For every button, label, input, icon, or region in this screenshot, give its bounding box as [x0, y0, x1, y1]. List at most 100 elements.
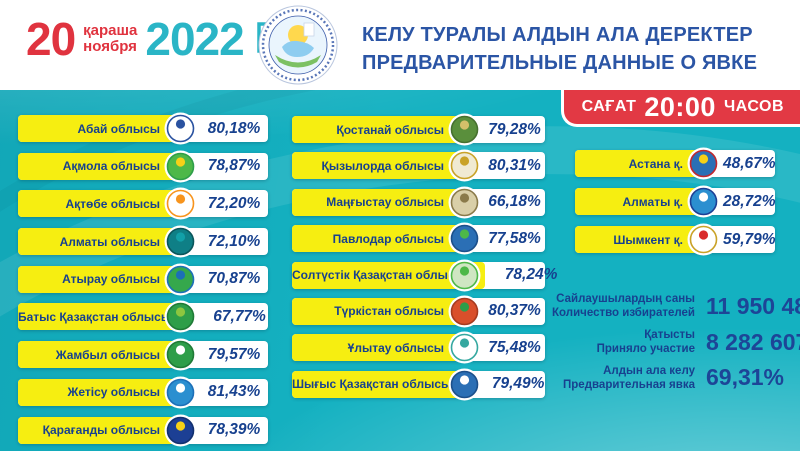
stat-label-kk: Алдын ала келу: [603, 364, 695, 377]
region-row: Астана қ. 48,67%: [575, 147, 776, 180]
region-name: Түркістан облысы: [292, 297, 464, 325]
time-badge-prefix: САҒАТ: [581, 98, 637, 115]
region-emblem-icon: [164, 187, 197, 220]
region-name: Жамбыл облысы: [18, 341, 180, 369]
cec-emblem-logo: [258, 5, 338, 85]
region-turnout-value: 80,31%: [488, 156, 541, 174]
region-column-1: Абай облысы 80,18% Ақмола облысы 78,87% …: [18, 112, 268, 447]
region-row: Ақтөбе облысы 72,20%: [18, 187, 268, 220]
region-row: Павлодар облысы 77,58%: [292, 222, 545, 255]
region-name: Ақтөбе облысы: [18, 190, 180, 218]
region-emblem-icon: [448, 113, 481, 146]
region-name: Алматы қ.: [575, 188, 703, 215]
stat-value: 8 282 607: [706, 328, 800, 355]
region-row: Ақмола облысы 78,87%: [18, 150, 268, 183]
date-day: 20: [26, 13, 76, 65]
region-row: Жамбыл облысы 79,57%: [18, 338, 268, 371]
region-name: Батыс Қазақстан облысы: [18, 303, 192, 331]
region-turnout-value: 48,67%: [723, 154, 776, 172]
stat-label-kk: Сайлаушылардың саны: [556, 293, 695, 305]
region-emblem-icon: [164, 376, 197, 409]
region-emblem-icon: [687, 185, 720, 218]
region-turnout-value: 67,77%: [213, 307, 266, 325]
region-turnout-value: 79,28%: [488, 120, 541, 138]
region-row: Алматы қ. 28,72%: [575, 185, 776, 218]
region-turnout-value: 59,79%: [723, 230, 776, 248]
region-turnout-value: 72,20%: [207, 194, 261, 212]
region-emblem-icon: [448, 186, 481, 219]
region-row: Қостанай облысы 79,28%: [292, 113, 545, 146]
region-name: Абай облысы: [18, 115, 180, 142]
time-badge-time: 20:00: [644, 91, 716, 122]
region-turnout-value: 77,58%: [488, 229, 541, 247]
region-turnout-value: 78,24%: [504, 266, 558, 284]
region-name: Қарағанды облысы: [18, 416, 180, 444]
stat-label-ru: Количество избирателей: [552, 307, 695, 320]
region-turnout-value: 78,87%: [207, 157, 261, 175]
stat-row: Қатысты Приняло участие 8 282 607: [545, 328, 800, 357]
region-row: Түркістан облысы 80,37%: [292, 295, 545, 328]
region-name: Жетісу облысы: [18, 378, 180, 406]
region-emblem-icon: [448, 295, 481, 328]
region-turnout-value: 66,18%: [488, 193, 541, 211]
region-row: Маңғыстау облысы 66,18%: [292, 186, 545, 219]
stat-label-ru: Предварительная явка: [563, 378, 695, 391]
region-turnout-value: 75,48%: [488, 338, 541, 356]
election-date: 20 қараша ноября 2022: [26, 13, 297, 65]
region-emblem-icon: [687, 147, 720, 180]
region-emblem-icon: [448, 222, 481, 255]
region-turnout-value: 81,43%: [207, 383, 261, 401]
region-row: Ұлытау облысы 75,48%: [292, 331, 545, 364]
stat-row: Алдын ала келу Предварительная явка 69,3…: [545, 364, 790, 393]
totals-block: Сайлаушылардың саны Количество избирател…: [545, 292, 800, 393]
region-name: Қызылорда облысы: [292, 152, 464, 180]
region-emblem-icon: [687, 223, 720, 256]
stat-label-ru: Приняло участие: [596, 343, 695, 356]
region-row: Шығыс Қазақстан облысы 79,49%: [292, 368, 545, 401]
region-emblem-icon: [164, 112, 197, 145]
region-name: Ұлытау облысы: [292, 334, 464, 362]
region-emblem-icon: [164, 263, 197, 296]
stat-labels: Қатысты Приняло участие: [545, 328, 695, 357]
title-line-kk: КЕЛУ ТУРАЛЫ АЛДЫН АЛА ДЕРЕКТЕР: [362, 24, 753, 46]
region-emblem-icon: [164, 300, 197, 333]
region-turnout-value: 80,37%: [488, 302, 541, 320]
region-row: Алматы облысы 72,10%: [18, 225, 268, 258]
time-badge: САҒАТ 20:00 ЧАСОВ: [560, 90, 800, 127]
city-column: Астана қ. 48,67% Алматы қ. 28,72% Шымкен…: [575, 147, 776, 256]
region-emblem-icon: [164, 414, 197, 447]
title-line-ru: ПРЕДВАРИТЕЛЬНЫЕ ДАННЫЕ О ЯВКЕ: [362, 52, 758, 74]
stat-value: 11 950 485: [706, 292, 800, 319]
date-month-ru: ноября: [83, 38, 137, 55]
date-month-kk: қараша: [83, 21, 138, 39]
date-year: 2022: [145, 13, 244, 65]
region-emblem-icon: [448, 331, 481, 364]
region-name: Қостанай облысы: [292, 116, 464, 143]
region-name: Павлодар облысы: [292, 225, 464, 253]
stat-row: Сайлаушылардың саны Количество избирател…: [545, 292, 800, 321]
stat-labels: Сайлаушылардың саны Количество избирател…: [545, 292, 695, 321]
region-turnout-value: 28,72%: [723, 192, 776, 210]
region-row: Абай облысы 80,18%: [18, 112, 268, 145]
region-name: Алматы облысы: [18, 228, 180, 256]
region-name: Маңғыстау облысы: [292, 188, 464, 216]
region-row: Шымкент қ. 59,79%: [575, 223, 776, 256]
region-turnout-value: 78,39%: [207, 421, 261, 438]
region-name: Шығыс Қазақстан облысы: [292, 370, 472, 398]
stat-value: 69,31%: [706, 364, 785, 391]
region-emblem-icon: [164, 225, 197, 258]
region-turnout-value: 80,18%: [207, 119, 261, 137]
date-months: қараша ноября: [83, 21, 138, 56]
stat-label-kk: Қатысты: [644, 328, 695, 341]
region-name: Атырау облысы: [18, 265, 180, 293]
region-emblem-icon: [448, 259, 481, 292]
region-turnout-value: 79,49%: [491, 375, 545, 393]
region-emblem-icon: [448, 368, 481, 401]
region-name: Астана қ.: [575, 150, 703, 177]
region-emblem-icon: [448, 149, 481, 182]
stat-labels: Алдын ала келу Предварительная явка: [545, 364, 695, 393]
region-turnout-value: 79,57%: [207, 345, 261, 363]
region-row: Қарағанды облысы 78,39%: [18, 414, 268, 447]
region-row: Батыс Қазақстан облысы 67,77%: [18, 300, 268, 333]
